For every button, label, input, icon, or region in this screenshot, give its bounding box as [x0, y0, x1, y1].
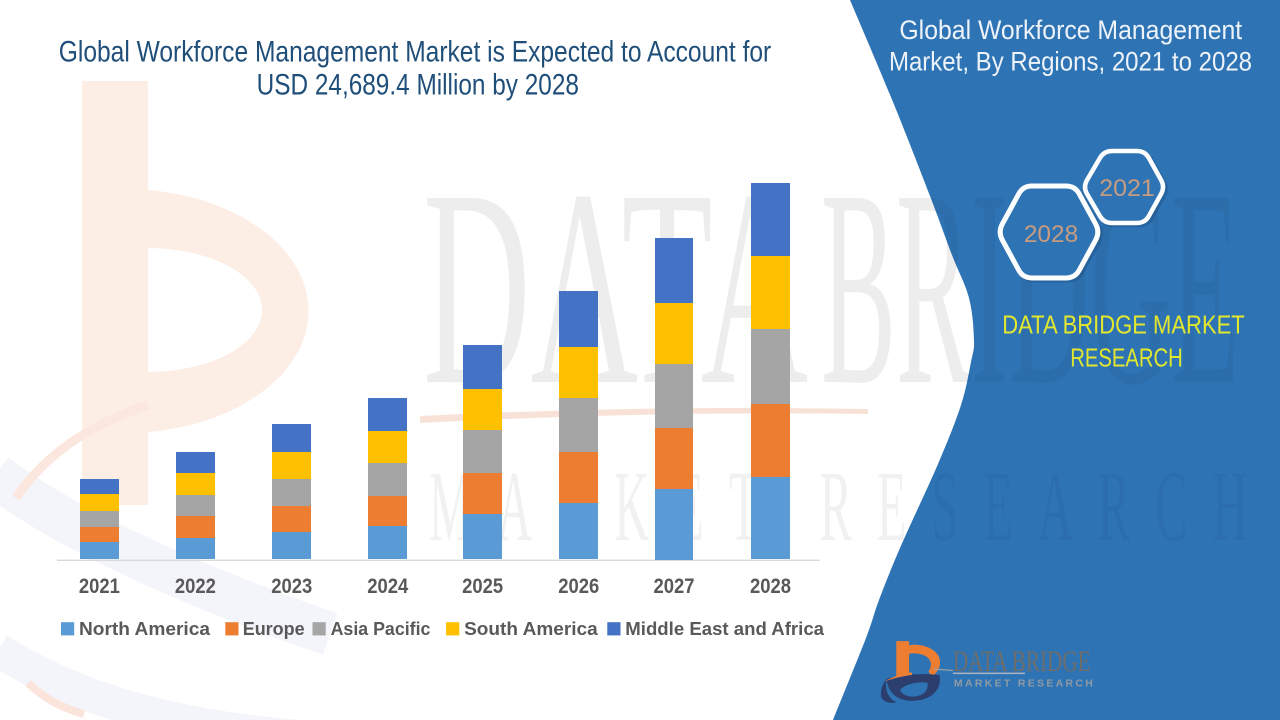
svg-text:South America: South America — [464, 619, 599, 639]
svg-text:2024: 2024 — [367, 575, 408, 598]
svg-text:DATA BRIDGE MARKET: DATA BRIDGE MARKET — [1002, 312, 1245, 340]
svg-text:RESEARCH: RESEARCH — [1070, 344, 1183, 372]
svg-text:Europe: Europe — [243, 619, 305, 639]
svg-text:Middle East and Africa: Middle East and Africa — [625, 619, 825, 639]
svg-text:2021: 2021 — [79, 575, 120, 598]
svg-text:North America: North America — [79, 619, 211, 639]
svg-text:2023: 2023 — [271, 575, 312, 598]
svg-text:2028: 2028 — [750, 575, 791, 598]
svg-text:2028: 2028 — [1024, 221, 1078, 248]
svg-text:2021: 2021 — [1099, 175, 1155, 202]
svg-text:2027: 2027 — [654, 575, 695, 598]
svg-text:Global Workforce Management Ma: Global Workforce Management Market is Ex… — [59, 36, 772, 69]
svg-text:2022: 2022 — [175, 575, 216, 598]
svg-text:USD 24,689.4 Million by 2028: USD 24,689.4 Million by 2028 — [257, 68, 579, 101]
svg-text:Asia Pacific: Asia Pacific — [331, 619, 431, 639]
svg-text:2026: 2026 — [558, 575, 599, 598]
svg-text:DATA BRIDGE: DATA BRIDGE — [953, 645, 1091, 678]
svg-text:MARKET RESEARCH: MARKET RESEARCH — [954, 677, 1093, 689]
svg-text:Market, By Regions, 2021 to 20: Market, By Regions, 2021 to 2028 — [889, 47, 1252, 77]
svg-text:Global Workforce Management: Global Workforce Management — [899, 15, 1242, 45]
svg-text:2025: 2025 — [462, 575, 503, 598]
